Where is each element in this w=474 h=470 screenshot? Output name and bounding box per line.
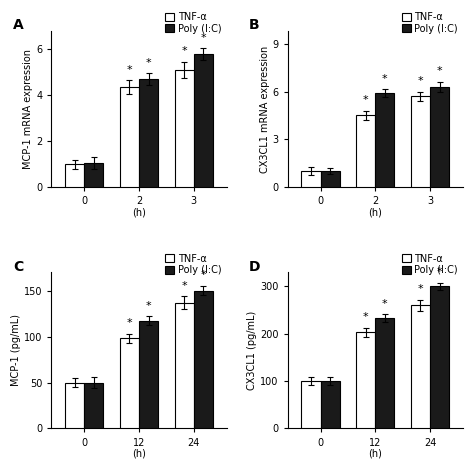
Text: *: * (182, 47, 187, 56)
Bar (65, 383, 84, 429)
Bar (174, 303, 194, 429)
Bar (139, 321, 158, 429)
Y-axis label: MCP-1 (pg/mL): MCP-1 (pg/mL) (11, 314, 21, 386)
Bar (430, 87, 449, 187)
X-axis label: (h): (h) (368, 208, 382, 218)
Bar (194, 54, 213, 187)
Bar (65, 164, 84, 187)
Bar (139, 79, 158, 187)
Legend: TNF-α, Poly (I:C): TNF-α, Poly (I:C) (402, 254, 458, 275)
Bar (430, 286, 449, 429)
Text: *: * (146, 58, 151, 68)
Bar (356, 116, 375, 187)
Text: *: * (437, 267, 442, 277)
Bar (301, 171, 320, 187)
Y-axis label: MCP-1 mRNA expression: MCP-1 mRNA expression (23, 49, 33, 169)
X-axis label: (h): (h) (368, 449, 382, 459)
Bar (194, 290, 213, 429)
Bar (120, 338, 139, 429)
Y-axis label: CX3CL1 mRNA expression: CX3CL1 mRNA expression (260, 46, 270, 172)
Y-axis label: CX3CL1 (pg/mL): CX3CL1 (pg/mL) (247, 311, 257, 390)
Text: B: B (249, 18, 260, 32)
Text: *: * (363, 312, 369, 322)
Text: *: * (382, 74, 388, 84)
Text: D: D (249, 259, 261, 274)
Text: A: A (13, 18, 24, 32)
Bar (320, 381, 340, 429)
Text: *: * (201, 271, 206, 281)
Legend: TNF-α, Poly (I:C): TNF-α, Poly (I:C) (165, 12, 222, 34)
Legend: TNF-α, Poly (I:C): TNF-α, Poly (I:C) (165, 254, 222, 275)
Bar (320, 171, 340, 187)
Text: C: C (13, 259, 23, 274)
Bar (411, 96, 430, 187)
Bar (84, 383, 103, 429)
Bar (356, 332, 375, 429)
Text: *: * (182, 281, 187, 290)
Text: *: * (363, 95, 369, 105)
Text: *: * (127, 318, 132, 329)
Bar (411, 306, 430, 429)
Bar (375, 318, 394, 429)
Text: *: * (201, 33, 206, 43)
Text: *: * (146, 301, 151, 311)
Text: *: * (127, 65, 132, 75)
X-axis label: (h): (h) (132, 449, 146, 459)
Text: *: * (418, 284, 423, 294)
Text: *: * (382, 299, 388, 309)
Legend: TNF-α, Poly (I:C): TNF-α, Poly (I:C) (402, 12, 458, 34)
Bar (120, 87, 139, 187)
Bar (84, 163, 103, 187)
Bar (174, 70, 194, 187)
Bar (375, 93, 394, 187)
Bar (301, 381, 320, 429)
Text: *: * (437, 66, 442, 77)
X-axis label: (h): (h) (132, 208, 146, 218)
Text: *: * (418, 76, 423, 86)
